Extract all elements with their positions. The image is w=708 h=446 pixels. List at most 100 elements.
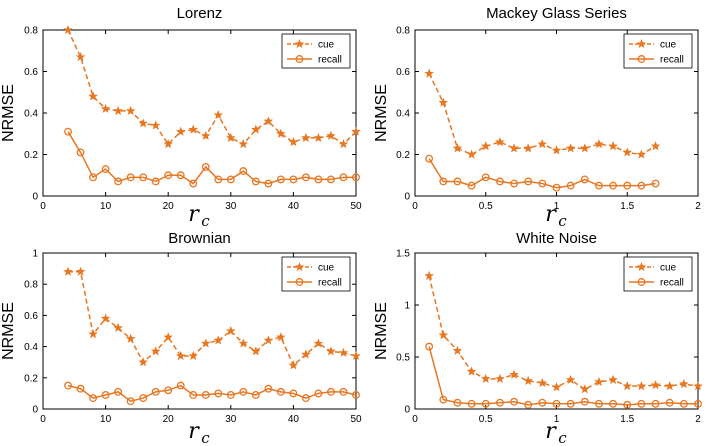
x-axis-label: r xyxy=(188,202,200,227)
series-cue-point xyxy=(88,91,98,101)
series-recall-point xyxy=(524,400,533,409)
series-recall-point xyxy=(189,179,198,188)
series-cue-point xyxy=(495,137,505,147)
x-tick-label: 30 xyxy=(225,201,237,212)
x-tick-label: 0.5 xyxy=(479,201,493,212)
series-recall-point xyxy=(595,181,603,190)
series-cue-point xyxy=(693,381,703,391)
y-tick-label: 0.6 xyxy=(24,67,38,78)
legend: cue recall xyxy=(281,256,351,292)
series-cue-point xyxy=(100,313,111,323)
series-cue-point xyxy=(636,381,647,391)
series-recall-point xyxy=(538,179,547,188)
series-cue-point xyxy=(238,139,249,149)
series-recall-point xyxy=(352,391,360,399)
series-recall-point xyxy=(552,399,561,408)
series-cue-point xyxy=(338,347,349,357)
series-recall-point xyxy=(139,173,148,182)
x-axis-label-subscript: c xyxy=(558,212,567,230)
x-tick-label: 0 xyxy=(412,201,418,212)
y-tick-label: 0 xyxy=(32,192,38,203)
chart-title: White Noise xyxy=(516,230,597,247)
series-cue-point xyxy=(226,132,236,142)
series-cue-point xyxy=(188,124,199,134)
series-cue-point xyxy=(150,120,161,130)
y-tick-label: 0.8 xyxy=(24,26,38,37)
x-tick-label: 0.5 xyxy=(479,414,493,425)
series-cue-point xyxy=(608,374,618,384)
legend-box xyxy=(281,33,351,69)
series-recall-point xyxy=(623,400,632,409)
series-recall-point xyxy=(439,177,448,186)
series-cue-point xyxy=(88,329,98,339)
series-cue-point xyxy=(301,132,311,142)
x-tick-label: 0 xyxy=(40,414,46,425)
series-recall-point xyxy=(580,175,589,184)
series-recall-point xyxy=(64,381,72,390)
x-tick-label: 50 xyxy=(350,201,362,212)
series-cue-point xyxy=(679,379,689,389)
series-recall-point xyxy=(301,394,310,403)
series-recall-point xyxy=(251,177,260,186)
series-recall-point xyxy=(264,179,273,188)
series-cue-point xyxy=(466,366,477,376)
series-recall-point xyxy=(289,175,298,184)
series-cue-point xyxy=(175,350,186,361)
x-axis-label-subscript: c xyxy=(201,212,210,230)
series-cue-point xyxy=(125,105,136,115)
legend-marker-cue xyxy=(294,261,305,272)
series-cue-point xyxy=(594,139,604,149)
y-axis-label: NRMSE xyxy=(0,84,17,142)
series-recall-point xyxy=(352,173,360,182)
y-tick-label: 1 xyxy=(32,249,38,260)
series-cue-point xyxy=(63,266,73,276)
y-tick-label: 0 xyxy=(32,405,38,416)
series-cue-point xyxy=(424,270,434,280)
y-tick-label: 0.4 xyxy=(24,342,38,353)
legend-label-cue: cue xyxy=(318,40,335,51)
plot-area xyxy=(42,252,357,410)
series-cue-point xyxy=(622,147,633,157)
x-tick-label: 0 xyxy=(40,201,46,212)
chart-lorenz: 0 10 20 30 40 50 0 0.2 0.4 0.6 0.8 Lorenz NRMSE r c cue… xyxy=(0,5,362,230)
chart-title: Lorenz xyxy=(177,5,223,22)
x-tick-label: 2 xyxy=(695,414,701,425)
series-cue-point xyxy=(125,333,136,343)
series-recall-point xyxy=(481,399,490,408)
series-cue-point xyxy=(551,382,562,392)
series-cue-point xyxy=(313,132,324,142)
series-cue-point xyxy=(188,350,199,361)
series-recall-point xyxy=(651,179,660,188)
x-axis-label: r xyxy=(545,202,557,227)
series-recall-line xyxy=(67,131,356,185)
series-cue-point xyxy=(163,332,173,342)
series-cue-point xyxy=(509,369,519,379)
series-recall-point xyxy=(89,173,98,182)
series-cue-point xyxy=(288,137,299,147)
series-cue-point xyxy=(138,357,148,367)
series-cue-point xyxy=(438,330,449,340)
series-recall-point xyxy=(89,394,98,403)
series-recall-point xyxy=(694,399,702,408)
series-recall-point xyxy=(467,181,476,190)
series-recall-point xyxy=(139,394,148,403)
series-cue-point xyxy=(226,325,236,336)
series-cue-point xyxy=(150,346,161,356)
series-recall-point xyxy=(114,177,123,186)
x-tick-label: 2 xyxy=(695,201,701,212)
legend-label-recall: recall xyxy=(660,278,684,289)
series-recall-point xyxy=(623,181,632,190)
legend-marker-cue xyxy=(294,38,305,49)
series-cue-point xyxy=(622,381,633,391)
legend: cue recall xyxy=(281,33,351,69)
series-recall-line xyxy=(428,158,656,189)
series-recall-point xyxy=(164,386,173,395)
series-recall-point xyxy=(679,399,688,408)
series-recall-point xyxy=(164,171,173,180)
chart-white-noise: 0 0.5 1 1.5 2 0 0.5 1 1.5 White Noise NRMSE r c cue re… xyxy=(373,230,703,446)
series-recall-point xyxy=(327,387,335,396)
y-tick-label: 0.2 xyxy=(24,373,38,384)
y-tick-label: 0.8 xyxy=(396,26,410,37)
series-recall-point xyxy=(226,175,235,184)
